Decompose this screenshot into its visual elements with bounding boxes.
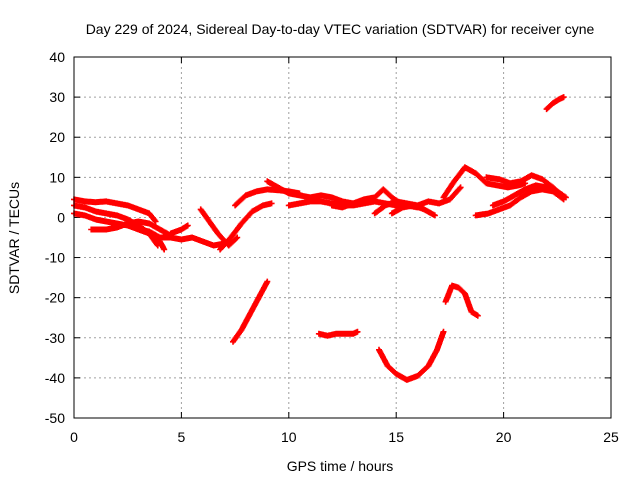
x-tick-label: 10 bbox=[281, 429, 297, 445]
series-sat-u bbox=[315, 328, 361, 339]
series-sat-o bbox=[440, 164, 529, 201]
x-tick-label: 0 bbox=[70, 429, 78, 445]
x-axis-label: GPS time / hours bbox=[287, 458, 394, 474]
y-tick-label: -40 bbox=[45, 370, 65, 386]
data-points-sat-e bbox=[135, 226, 228, 249]
x-tick-label: 15 bbox=[388, 429, 404, 445]
plot-area bbox=[71, 94, 569, 383]
x-tick-label: 5 bbox=[178, 429, 186, 445]
y-tick-label: -20 bbox=[45, 290, 65, 306]
series-sat-j bbox=[264, 178, 357, 207]
data-points-sat-o bbox=[440, 164, 529, 201]
series-sat-n bbox=[388, 202, 438, 219]
x-tick-label: 20 bbox=[496, 429, 512, 445]
series-sat-g bbox=[197, 206, 241, 249]
chart-title: Day 229 of 2024, Sidereal Day-to-day VTE… bbox=[86, 21, 595, 37]
data-points-sat-s bbox=[543, 94, 567, 113]
y-tick-label: 0 bbox=[57, 209, 65, 225]
y-axis-ticks: -50 -40 -30 -20 -10 0 10 20 30 40 bbox=[45, 49, 611, 426]
series-sat-r bbox=[489, 182, 569, 209]
y-tick-label: -30 bbox=[45, 330, 65, 346]
data-points-sat-v bbox=[376, 328, 447, 383]
data-points-sat-l bbox=[328, 186, 404, 211]
data-points-sat-w bbox=[442, 282, 481, 319]
y-tick-label: 40 bbox=[49, 49, 65, 65]
x-tick-label: 25 bbox=[603, 429, 619, 445]
data-points-sat-g bbox=[197, 206, 241, 249]
series-sat-h bbox=[217, 200, 275, 253]
y-tick-label: 20 bbox=[49, 129, 65, 145]
series-sat-f bbox=[167, 222, 191, 237]
series-sat-t bbox=[230, 278, 271, 345]
y-tick-label: -10 bbox=[45, 250, 65, 266]
data-points-sat-h bbox=[217, 200, 275, 253]
data-points-sat-t bbox=[230, 278, 271, 345]
series-sat-e bbox=[135, 226, 228, 249]
plot-frame bbox=[73, 56, 612, 419]
series-sat-s bbox=[543, 94, 567, 113]
y-tick-label: -50 bbox=[45, 410, 65, 426]
series-sat-v bbox=[376, 328, 447, 383]
data-points-sat-r bbox=[489, 182, 569, 209]
data-points-sat-f bbox=[167, 222, 191, 237]
series-sat-d bbox=[88, 218, 174, 239]
series-sat-l bbox=[328, 186, 404, 211]
data-points-sat-j bbox=[264, 178, 357, 207]
data-points-sat-u bbox=[315, 328, 361, 339]
y-tick-label: 30 bbox=[49, 89, 65, 105]
y-axis-label: SDTVAR / TECUs bbox=[6, 182, 22, 294]
series-sat-w bbox=[442, 282, 481, 319]
x-axis-ticks: 0 5 10 15 20 25 bbox=[70, 57, 619, 445]
data-points-sat-d bbox=[88, 218, 174, 239]
data-points-sat-n bbox=[388, 202, 438, 219]
y-tick-label: 10 bbox=[49, 169, 65, 185]
